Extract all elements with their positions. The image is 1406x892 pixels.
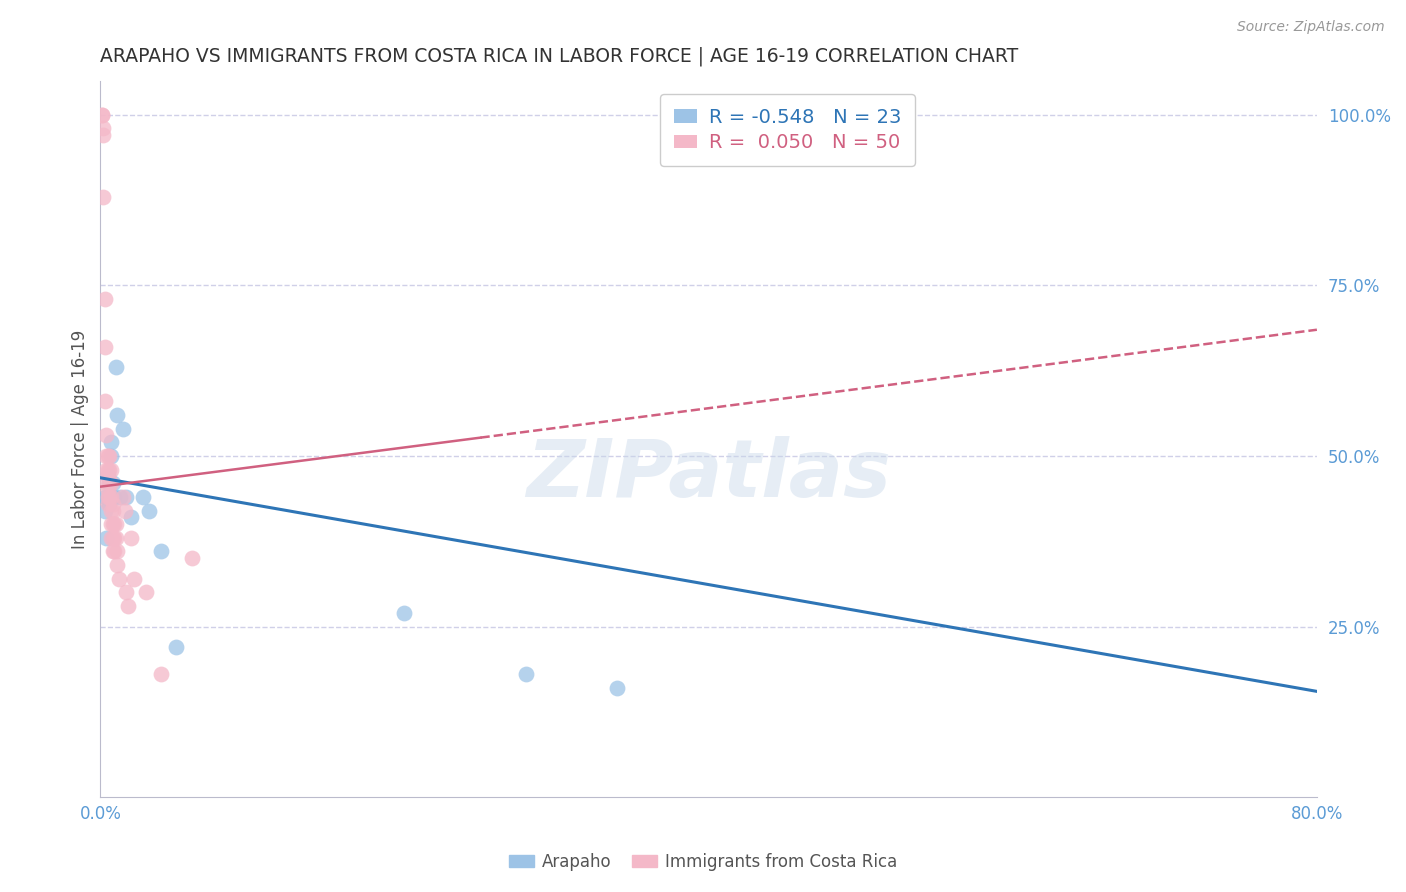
Point: [105, 408, 128, 422]
Point: [115, 490, 138, 504]
Point: [115, 585, 138, 599]
Point: [94, 292, 117, 306]
Point: [104, 531, 127, 545]
Point: [97, 497, 120, 511]
Point: [94, 394, 117, 409]
Y-axis label: In Labor Force | Age 16-19: In Labor Force | Age 16-19: [72, 329, 89, 549]
Point: [112, 422, 135, 436]
Legend: R = -0.548   N = 23, R =  0.050   N = 50: R = -0.548 N = 23, R = 0.050 N = 50: [661, 94, 915, 166]
Point: [138, 503, 160, 517]
Point: [93, 189, 115, 203]
Point: [394, 606, 416, 620]
Text: ZIPatlas: ZIPatlas: [526, 435, 891, 514]
Point: [98, 490, 121, 504]
Point: [114, 503, 136, 517]
Point: [94, 340, 117, 354]
Point: [108, 490, 131, 504]
Point: [101, 531, 124, 545]
Point: [98, 497, 121, 511]
Point: [104, 360, 127, 375]
Point: [101, 497, 124, 511]
Point: [101, 503, 124, 517]
Point: [101, 544, 124, 558]
Point: [165, 640, 187, 654]
Point: [105, 544, 128, 558]
Point: [100, 517, 122, 532]
Point: [135, 585, 157, 599]
Point: [97, 490, 120, 504]
Point: [97, 469, 120, 483]
Point: [96, 428, 118, 442]
Point: [180, 551, 202, 566]
Point: [105, 558, 128, 573]
Point: [98, 449, 121, 463]
Point: [120, 531, 142, 545]
Point: [606, 681, 628, 695]
Point: [117, 599, 139, 613]
Point: [100, 462, 122, 476]
Text: Source: ZipAtlas.com: Source: ZipAtlas.com: [1237, 20, 1385, 34]
Point: [94, 503, 117, 517]
Legend: Arapaho, Immigrants from Costa Rica: Arapaho, Immigrants from Costa Rica: [501, 845, 905, 880]
Point: [96, 531, 118, 545]
Point: [93, 128, 115, 143]
Point: [103, 531, 125, 545]
Point: [132, 490, 155, 504]
Point: [100, 531, 122, 545]
Point: [94, 490, 117, 504]
Point: [120, 510, 142, 524]
Point: [107, 572, 129, 586]
Point: [150, 667, 173, 681]
Point: [101, 476, 124, 491]
Point: [515, 667, 537, 681]
Point: [90, 108, 112, 122]
Point: [150, 544, 173, 558]
Point: [97, 469, 120, 483]
Point: [98, 476, 121, 491]
Point: [96, 462, 118, 476]
Point: [100, 449, 122, 463]
Point: [103, 544, 125, 558]
Point: [103, 490, 125, 504]
Point: [98, 462, 121, 476]
Point: [100, 490, 122, 504]
Text: ARAPAHO VS IMMIGRANTS FROM COSTA RICA IN LABOR FORCE | AGE 16-19 CORRELATION CHA: ARAPAHO VS IMMIGRANTS FROM COSTA RICA IN…: [100, 46, 1018, 66]
Point: [112, 490, 135, 504]
Point: [100, 503, 122, 517]
Point: [122, 572, 145, 586]
Point: [97, 462, 120, 476]
Point: [100, 476, 122, 491]
Point: [98, 476, 121, 491]
Point: [96, 449, 118, 463]
Point: [93, 121, 115, 136]
Point: [97, 449, 120, 463]
Point: [97, 483, 120, 497]
Point: [104, 517, 127, 532]
Point: [100, 435, 122, 450]
Point: [96, 476, 118, 491]
Point: [90, 108, 112, 122]
Point: [103, 517, 125, 532]
Point: [101, 517, 124, 532]
